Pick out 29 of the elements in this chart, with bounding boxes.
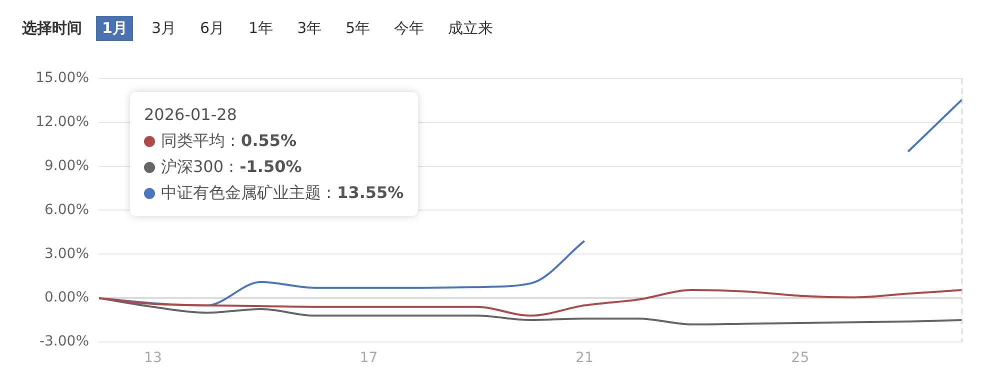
line-series — [99, 289, 962, 317]
y-tick-label: 3.00% — [44, 246, 89, 262]
legend-label: 中证有色金属矿业主题 — [161, 182, 321, 204]
y-tick-label: -3.00% — [39, 334, 89, 350]
x-tick-label: 21 — [576, 350, 594, 366]
text: 今年 — [393, 18, 426, 39]
x-tick-label: 13 — [144, 350, 162, 366]
text: 6月 — [198, 18, 226, 39]
y-tick-label: 15.00% — [36, 70, 89, 86]
y-tick-label: 9.00% — [44, 158, 89, 174]
x-tick-label: 25 — [791, 350, 810, 366]
line-series — [99, 297, 962, 326]
legend-label: 沪深300 — [161, 156, 224, 178]
annotation: 2026-01-28 — [144, 104, 238, 126]
text: 选择时间 — [22, 19, 82, 38]
text: 5年 — [344, 18, 372, 39]
text: 1年 — [248, 18, 274, 39]
legend-label: 同类平均 — [161, 130, 225, 152]
x-tick-label: 17 — [360, 350, 378, 366]
y-tick-label: 12.00% — [36, 114, 89, 130]
text: 3年 — [296, 18, 323, 39]
annotation: : 0.55% — [229, 130, 297, 152]
annotation: : 13.55% — [325, 182, 404, 204]
text: 3月 — [150, 18, 177, 39]
text: 成立来 — [447, 18, 494, 39]
text: 1月 — [96, 16, 134, 41]
annotation: : -1.50% — [228, 156, 302, 178]
y-tick-label: 6.00% — [44, 202, 89, 218]
y-tick-label: 0.00% — [44, 290, 89, 306]
